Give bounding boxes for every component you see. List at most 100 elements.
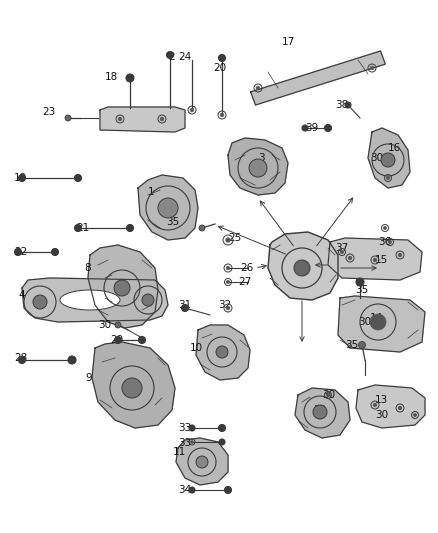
Text: 14: 14 [370, 313, 383, 323]
Circle shape [74, 224, 81, 231]
Circle shape [345, 102, 351, 108]
Text: 23: 23 [42, 107, 55, 117]
Polygon shape [92, 342, 175, 428]
Circle shape [370, 66, 374, 70]
Circle shape [33, 295, 47, 309]
Circle shape [373, 258, 377, 262]
Text: 3: 3 [258, 153, 265, 163]
Text: 10: 10 [190, 343, 203, 353]
Text: 1: 1 [148, 187, 155, 197]
Circle shape [313, 405, 327, 419]
Circle shape [294, 260, 310, 276]
Circle shape [126, 74, 134, 82]
Circle shape [14, 248, 21, 255]
Text: 9: 9 [85, 373, 92, 383]
Text: 30: 30 [358, 317, 371, 327]
Text: 32: 32 [218, 300, 231, 310]
Circle shape [122, 378, 142, 398]
Circle shape [348, 256, 352, 260]
Polygon shape [100, 107, 185, 132]
Circle shape [199, 225, 205, 231]
Circle shape [220, 113, 224, 117]
Text: 26: 26 [240, 263, 253, 273]
Circle shape [381, 153, 395, 167]
Circle shape [190, 108, 194, 112]
Polygon shape [356, 385, 425, 428]
Polygon shape [138, 175, 198, 240]
Circle shape [115, 322, 121, 328]
Circle shape [302, 125, 308, 131]
Text: 25: 25 [228, 233, 241, 243]
Text: 4: 4 [18, 290, 25, 300]
Text: 30: 30 [322, 390, 335, 400]
Circle shape [114, 280, 130, 296]
Text: 35: 35 [355, 285, 368, 295]
Text: 22: 22 [14, 247, 27, 257]
Circle shape [52, 248, 59, 255]
Circle shape [158, 198, 178, 218]
Circle shape [326, 393, 329, 397]
Circle shape [189, 425, 195, 431]
Circle shape [226, 306, 230, 310]
Polygon shape [176, 438, 228, 485]
Text: 28: 28 [14, 353, 27, 363]
Circle shape [138, 336, 145, 343]
Circle shape [249, 159, 267, 177]
Text: 33: 33 [178, 423, 191, 433]
Text: 12: 12 [314, 405, 327, 415]
Circle shape [226, 280, 230, 284]
Circle shape [196, 456, 208, 468]
Circle shape [65, 115, 71, 121]
Polygon shape [196, 325, 250, 380]
Circle shape [383, 227, 387, 230]
Text: 35: 35 [345, 340, 358, 350]
Text: 19: 19 [14, 173, 27, 183]
Circle shape [413, 414, 417, 417]
Circle shape [325, 125, 332, 132]
Circle shape [219, 54, 226, 61]
Text: 30: 30 [98, 320, 111, 330]
Circle shape [118, 117, 122, 121]
Circle shape [356, 278, 364, 286]
Text: 35: 35 [166, 217, 179, 227]
Circle shape [398, 406, 402, 410]
Circle shape [398, 253, 402, 257]
Polygon shape [268, 232, 338, 300]
Ellipse shape [60, 290, 120, 310]
Circle shape [181, 304, 188, 311]
Text: 2: 2 [168, 52, 175, 62]
Circle shape [191, 441, 193, 443]
Text: 8: 8 [84, 263, 91, 273]
Circle shape [68, 356, 76, 364]
Polygon shape [368, 128, 410, 188]
Text: 18: 18 [105, 72, 118, 82]
Circle shape [219, 439, 225, 445]
Circle shape [226, 266, 230, 270]
Circle shape [370, 314, 386, 330]
Circle shape [142, 294, 154, 306]
Text: 15: 15 [375, 255, 388, 265]
Text: 31: 31 [178, 300, 191, 310]
Text: 11: 11 [173, 447, 186, 457]
Text: 34: 34 [178, 485, 191, 495]
Circle shape [256, 86, 260, 90]
Polygon shape [22, 278, 168, 322]
Polygon shape [251, 51, 385, 105]
Text: 30: 30 [375, 410, 388, 420]
Text: 29: 29 [110, 335, 123, 345]
Text: 30: 30 [370, 153, 383, 163]
Text: 20: 20 [213, 63, 226, 73]
Circle shape [358, 342, 365, 349]
Text: 36: 36 [378, 237, 391, 247]
Text: 38: 38 [335, 100, 348, 110]
Polygon shape [228, 138, 288, 195]
Text: 24: 24 [178, 52, 191, 62]
Circle shape [127, 224, 134, 231]
Circle shape [340, 251, 343, 254]
Text: 13: 13 [375, 395, 388, 405]
Circle shape [114, 336, 121, 343]
Circle shape [216, 346, 228, 358]
Text: 39: 39 [305, 123, 318, 133]
Circle shape [373, 403, 377, 407]
Polygon shape [88, 245, 158, 328]
